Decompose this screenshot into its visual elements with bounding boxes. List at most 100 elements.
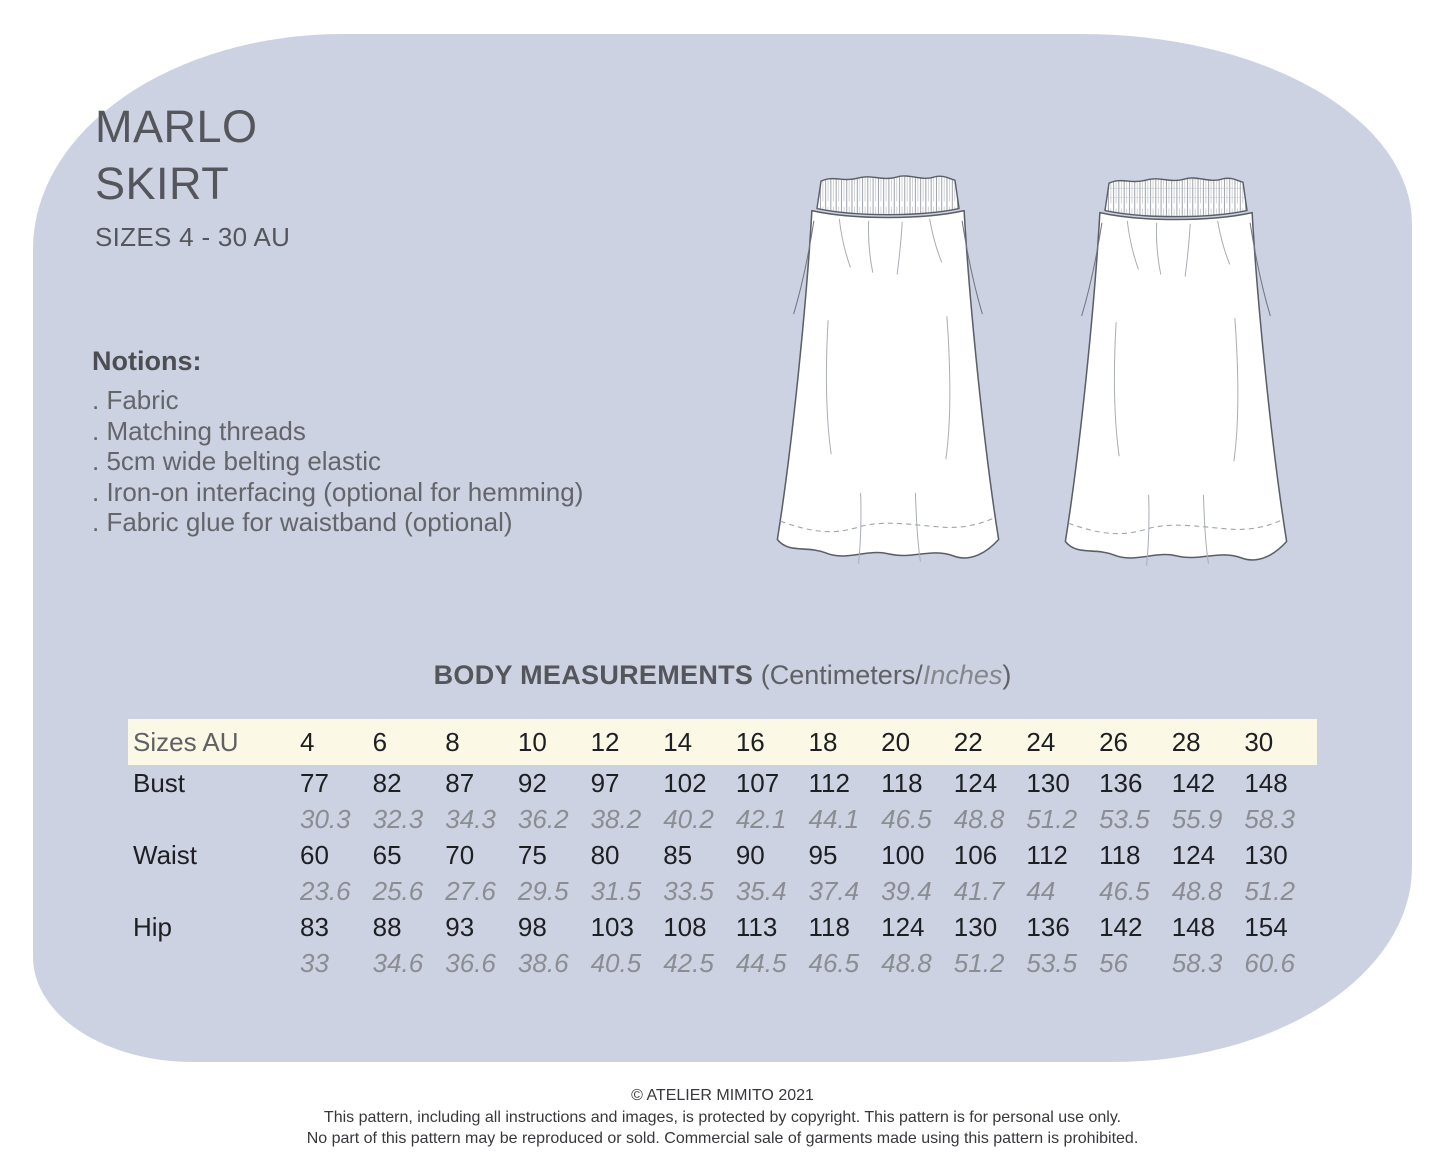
waist-inches-cell: 27.6 xyxy=(445,875,496,906)
hip-inches-cell: 42.5 xyxy=(663,947,714,978)
hip-inches-cell: 33 xyxy=(300,947,329,978)
notions-section: Notions: . Fabric. Matching threads. 5cm… xyxy=(92,346,583,538)
waist-inches-cell: 31.5 xyxy=(590,875,642,906)
bust-inches-cell: 48.8 xyxy=(953,803,1005,834)
measurements-units-prefix: (Centimeters/ xyxy=(760,660,923,690)
notion-item: . Iron-on interfacing (optional for hemm… xyxy=(92,476,584,507)
waist-cm-cell: 100 xyxy=(881,839,925,870)
bust-cm-cell: 102 xyxy=(663,767,707,798)
copyright-line: © ATELIER MIMITO 2021 xyxy=(631,1087,814,1104)
bust-cm-cell: 77 xyxy=(300,767,329,798)
hip-cm-cell: 113 xyxy=(735,911,778,942)
page-title-line1: MARLO xyxy=(95,101,258,152)
waist-cm-cell: 90 xyxy=(735,839,765,870)
table-header-row: Sizes AU 4 6 8 10 12 14 16 18 20 22 24 26 28 30 xyxy=(128,719,1317,765)
size-header-cell: 18 xyxy=(808,726,838,757)
waist-cm-cell: 130 xyxy=(1244,839,1288,870)
hip-cm-cell: 154 xyxy=(1244,911,1288,942)
waist-cm-cell: 118 xyxy=(1099,839,1141,870)
bust-inches-cell: 34.3 xyxy=(445,803,496,834)
notion-item: . Fabric glue for waistband (optional) xyxy=(92,507,513,537)
bust-cm-cell: 142 xyxy=(1171,767,1216,798)
hip-inches-cell: 38.6 xyxy=(517,947,569,978)
sizes-subtitle: SIZES 4 - 30 AU xyxy=(95,222,291,252)
legal-line-2: No part of this pattern may be reproduce… xyxy=(306,1130,1139,1147)
size-header-cell: 24 xyxy=(1026,726,1056,757)
waist-cm-cell: 80 xyxy=(590,839,620,870)
size-header-cell: 6 xyxy=(372,726,388,757)
hip-cm-row: Hip 83 88 93 98 103 108 113 118 124 130 136 142 148 1… xyxy=(128,909,1317,945)
bust-inches-cells: 30.3 32.3 34.3 36.2 38.2 40.2 42.1 44.1 46.5 48.8… xyxy=(300,804,1317,835)
bust-cm-row: Bust 77 82 87 92 97 102 107 112 118 124 130 136 142 1… xyxy=(128,765,1317,801)
waist-inches-row: 23.6 25.6 27.6 29.5 31.5 33.5 35.4 37.4 39.4 41.7… xyxy=(128,873,1317,909)
waist-cm-cell: 106 xyxy=(953,839,998,870)
size-header-cell: 16 xyxy=(735,726,765,757)
hip-cm-cells: 83 88 93 98 103 108 113 118 124 130 136 142 148 154 xyxy=(300,912,1317,943)
bust-cm-cell: 136 xyxy=(1099,767,1143,798)
hip-inches-row: 33 34.6 36.6 38.6 40.5 42.5 44.5 46.5 48.8 51.2 53… xyxy=(128,945,1317,981)
hip-inches-cell: 44.5 xyxy=(735,947,787,978)
size-header-cell: 28 xyxy=(1171,726,1201,757)
waist-cm-cell: 70 xyxy=(445,839,475,870)
waist-inches-cells: 23.6 25.6 27.6 29.5 31.5 33.5 35.4 37.4 39.4 41.7… xyxy=(300,876,1317,907)
waist-cm-cells: 60 65 70 75 80 85 90 95 100 106 112 118 124 130 xyxy=(300,840,1317,871)
bust-cm-cell: 87 xyxy=(445,767,475,798)
table-header-label: Sizes AU xyxy=(133,726,239,757)
waist-inches-cell: 23.6 xyxy=(300,875,351,906)
size-header-cell: 30 xyxy=(1244,726,1274,757)
hip-cm-cell: 142 xyxy=(1099,911,1143,942)
notion-item: . Matching threads xyxy=(92,415,306,446)
waist-inches-cell: 41.7 xyxy=(953,875,1005,906)
legal-line-1: This pattern, including all instructions… xyxy=(323,1108,1122,1126)
size-header-cell: 10 xyxy=(517,726,547,757)
waist-inches-cell: 37.4 xyxy=(808,875,860,906)
bust-inches-cell: 38.2 xyxy=(590,803,642,834)
waist-inches-cell: 39.4 xyxy=(881,875,932,906)
hip-cm-cell: 136 xyxy=(1026,911,1070,942)
size-header-cells: 4 6 8 10 12 14 16 18 20 22 24 26 28 30 xyxy=(300,727,1317,758)
measurements-units-italic: Inches xyxy=(922,660,1003,690)
hip-inches-cell: 56 xyxy=(1099,947,1128,978)
body-measurements-table: Sizes AU 4 6 8 10 12 14 16 18 20 22 24 26 28 30 Bust … xyxy=(128,719,1317,981)
waist-inches-cell: 33.5 xyxy=(663,875,714,906)
bust-inches-cell: 32.3 xyxy=(372,803,424,834)
bust-cm-cell: 97 xyxy=(590,767,620,798)
size-header-cell: 8 xyxy=(445,726,460,757)
title-block: MARLO SKIRT SIZES 4 - 30 AU xyxy=(95,98,290,253)
bust-cm-cells: 77 82 87 92 97 102 107 112 118 124 130 136 142 148 xyxy=(300,768,1317,799)
hip-cm-cell: 130 xyxy=(953,911,998,942)
page-title: MARLO SKIRT xyxy=(95,98,290,212)
hip-row-label: Hip xyxy=(133,911,173,942)
bust-cm-cell: 118 xyxy=(881,767,923,798)
hip-inches-cell: 34.6 xyxy=(372,947,424,978)
size-header-cell: 26 xyxy=(1099,726,1128,757)
waist-inches-cell: 51.2 xyxy=(1244,875,1295,906)
bust-inches-cell: 42.1 xyxy=(735,803,787,834)
bust-cm-cell: 82 xyxy=(372,767,402,798)
hip-inches-cell: 53.5 xyxy=(1026,947,1078,978)
hip-inches-cell: 36.6 xyxy=(445,947,496,978)
bust-inches-cell: 55.9 xyxy=(1171,803,1223,834)
waist-inches-cell: 44 xyxy=(1026,875,1056,906)
waist-inches-cell: 46.5 xyxy=(1099,875,1150,906)
waist-cm-cell: 95 xyxy=(808,839,838,870)
hip-cm-cell: 93 xyxy=(445,911,475,942)
size-header-cell: 14 xyxy=(663,726,693,757)
bust-inches-cell: 53.5 xyxy=(1099,803,1150,834)
bust-inches-cell: 30.3 xyxy=(300,803,351,834)
waist-cm-row: Waist 60 65 70 75 80 85 90 95 100 106 112 118 124 130 xyxy=(128,837,1317,873)
bust-cm-cell: 112 xyxy=(808,767,850,798)
hip-inches-cell: 40.5 xyxy=(590,947,642,978)
notion-item: . 5cm wide belting elastic xyxy=(92,446,382,476)
bust-row-label: Bust xyxy=(133,767,186,798)
notions-heading: Notions: xyxy=(92,346,202,376)
waist-cm-cell: 85 xyxy=(663,839,693,870)
bust-cm-cell: 130 xyxy=(1026,767,1070,798)
measurements-title-bold: BODY MEASUREMENTS xyxy=(433,660,754,690)
bust-cm-cell: 148 xyxy=(1244,767,1288,798)
waist-cm-cell: 65 xyxy=(372,839,402,870)
measurements-units-suffix: ) xyxy=(1002,660,1012,690)
bust-inches-cell: 58.3 xyxy=(1244,803,1295,834)
hip-cm-cell: 103 xyxy=(590,911,634,942)
